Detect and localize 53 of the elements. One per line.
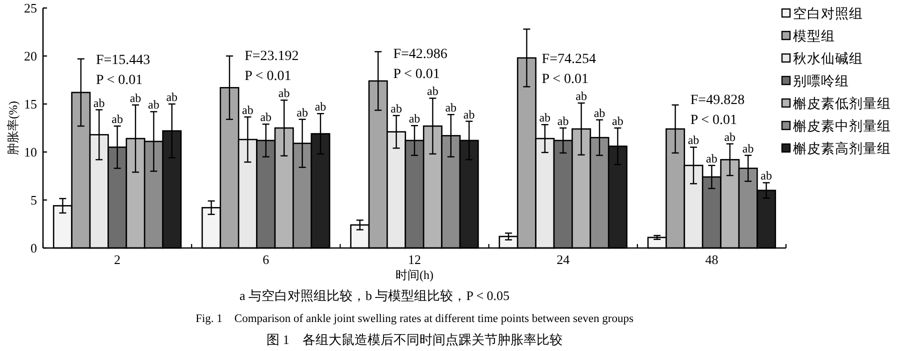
data-label: ab: [688, 133, 700, 148]
data-label: ab: [539, 110, 551, 125]
x-tick-label: 12: [408, 252, 421, 267]
data-label: ab: [130, 90, 142, 105]
data-label: ab: [445, 100, 457, 115]
y-tick-label: 5: [30, 192, 37, 208]
x-tick-label: 2: [114, 252, 121, 267]
legend-label: 槲皮素中剂量组: [793, 118, 891, 134]
legend-label: 秋水仙碱组: [793, 51, 863, 66]
annotation: F=49.828 P < 0.01: [690, 92, 745, 128]
annotation: F=23.192 P < 0.01: [244, 49, 299, 84]
annotation: F=15.443 P < 0.01: [96, 53, 150, 88]
y-tick-label: 10: [24, 144, 37, 160]
data-label: ab: [463, 107, 475, 122]
data-label: ab: [612, 114, 624, 128]
x-tick-label: 48: [705, 252, 718, 267]
data-label: ab: [314, 100, 326, 114]
data-label: ab: [706, 151, 718, 166]
data-label: ab: [576, 89, 587, 104]
data-label: ab: [557, 114, 569, 128]
legend-label: 别嘌呤组: [793, 74, 849, 88]
data-label: ab: [427, 84, 438, 98]
annotation: F=74.254 P < 0.01: [542, 52, 596, 88]
caption: 图 1 各组大鼠造模后不同时间点踝关节肿胀率比较: [266, 332, 562, 347]
data-label: ab: [148, 98, 160, 112]
data-label: ab: [594, 106, 606, 120]
data-label: ab: [390, 102, 402, 116]
y-tick-label: 0: [30, 240, 37, 256]
y-tick-label: 25: [24, 0, 37, 16]
data-label: ab: [260, 110, 272, 124]
data-label: ab: [742, 141, 754, 156]
data-label: ab: [408, 112, 420, 126]
data-label: ab: [724, 130, 736, 144]
data-label: ab: [93, 96, 105, 110]
data-label: ab: [112, 112, 123, 126]
x-tick-label: 24: [556, 252, 570, 267]
data-label: ab: [166, 90, 178, 104]
data-label: ab: [296, 105, 308, 120]
x-tick-label: 6: [262, 252, 270, 267]
text: a 与空白对照组比较，b 与模型组比较，P < 0.05: [239, 288, 510, 303]
legend-label: 槲皮素低剂量组: [793, 96, 891, 111]
y-axis-title: 肿胀率(%): [6, 101, 20, 155]
y-tick-label: 20: [24, 48, 37, 64]
caption: Fig. 1 Comparison of ankle joint swelling rates at different time points between seven groups: [196, 313, 634, 325]
data-label: ab: [242, 102, 254, 117]
legend-label: 空白对照组: [793, 6, 863, 21]
x-axis-title: 时间(h): [396, 268, 434, 282]
annotation: F=42.986 P < 0.01: [393, 47, 448, 82]
data-label: ab: [278, 86, 290, 100]
data-label: ab: [760, 168, 772, 183]
legend-label: 模型组: [793, 28, 835, 44]
legend-label: 槲皮素高剂量组: [793, 141, 891, 156]
y-tick-label: 15: [24, 96, 37, 112]
